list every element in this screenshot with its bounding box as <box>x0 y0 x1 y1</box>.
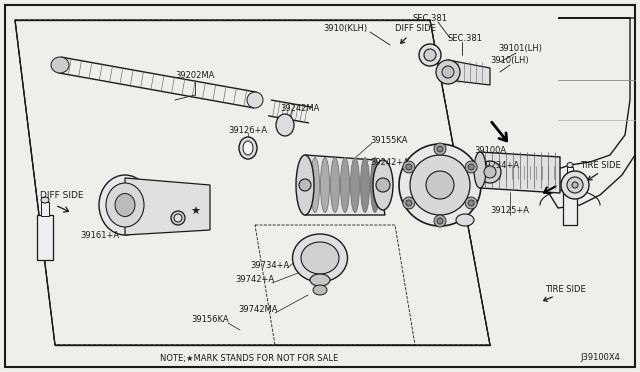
Text: 39242MA: 39242MA <box>280 103 320 112</box>
Polygon shape <box>490 165 558 180</box>
Text: 39156KA: 39156KA <box>191 315 229 324</box>
Ellipse shape <box>465 197 477 209</box>
Ellipse shape <box>310 157 319 212</box>
Ellipse shape <box>437 218 443 224</box>
Ellipse shape <box>424 49 436 61</box>
Text: 39242+A: 39242+A <box>370 157 409 167</box>
Text: 3910(KLH): 3910(KLH) <box>323 23 367 32</box>
Ellipse shape <box>174 214 182 222</box>
Text: 39126+A: 39126+A <box>228 125 268 135</box>
Ellipse shape <box>371 157 380 212</box>
Bar <box>41 202 49 216</box>
Ellipse shape <box>115 193 135 217</box>
Text: 39234+A: 39234+A <box>480 160 519 170</box>
Text: ★: ★ <box>190 207 200 217</box>
Ellipse shape <box>399 144 481 226</box>
Text: SEC.381: SEC.381 <box>413 13 447 22</box>
Text: 39202MA: 39202MA <box>175 71 214 80</box>
Ellipse shape <box>373 160 393 210</box>
Ellipse shape <box>406 200 412 206</box>
Bar <box>563 180 577 225</box>
Ellipse shape <box>426 171 454 199</box>
Text: DIFF SIDE: DIFF SIDE <box>395 23 435 32</box>
Ellipse shape <box>247 92 263 108</box>
Bar <box>37 215 53 260</box>
Ellipse shape <box>292 234 348 282</box>
Ellipse shape <box>567 177 583 193</box>
Ellipse shape <box>468 164 474 170</box>
Ellipse shape <box>276 114 294 136</box>
Polygon shape <box>480 152 560 193</box>
Ellipse shape <box>572 182 578 188</box>
Text: TIRE SIDE: TIRE SIDE <box>580 160 620 170</box>
Ellipse shape <box>51 57 69 73</box>
Text: NOTE;★MARK STANDS FOR NOT FOR SALE: NOTE;★MARK STANDS FOR NOT FOR SALE <box>160 353 339 362</box>
Ellipse shape <box>465 161 477 173</box>
Text: TIRE SIDE: TIRE SIDE <box>545 285 586 295</box>
Ellipse shape <box>330 157 339 212</box>
Text: 39742+A: 39742+A <box>236 276 275 285</box>
Text: DIFF SIDE: DIFF SIDE <box>40 190 84 199</box>
Ellipse shape <box>406 164 412 170</box>
Ellipse shape <box>474 152 486 188</box>
Ellipse shape <box>310 274 330 286</box>
Polygon shape <box>125 178 210 235</box>
Ellipse shape <box>479 161 501 183</box>
Ellipse shape <box>106 183 144 227</box>
Ellipse shape <box>434 143 446 155</box>
Ellipse shape <box>321 157 330 212</box>
Ellipse shape <box>376 178 390 192</box>
Ellipse shape <box>434 215 446 227</box>
Ellipse shape <box>351 157 360 212</box>
Ellipse shape <box>171 211 185 225</box>
Text: J39100X4: J39100X4 <box>580 353 620 362</box>
Ellipse shape <box>239 137 257 159</box>
Ellipse shape <box>296 155 314 215</box>
Text: 39125+A: 39125+A <box>490 205 529 215</box>
Bar <box>567 167 573 181</box>
Text: SEC.381: SEC.381 <box>447 33 483 42</box>
Ellipse shape <box>301 242 339 274</box>
Text: 39101(LH): 39101(LH) <box>498 44 542 52</box>
Ellipse shape <box>41 197 49 203</box>
Ellipse shape <box>436 60 460 84</box>
Text: 39161+A: 39161+A <box>81 231 120 240</box>
Text: 3910(LH): 3910(LH) <box>491 55 529 64</box>
Ellipse shape <box>360 157 369 212</box>
Ellipse shape <box>468 200 474 206</box>
Ellipse shape <box>484 166 496 178</box>
Ellipse shape <box>561 171 589 199</box>
Polygon shape <box>305 155 385 215</box>
Ellipse shape <box>437 146 443 152</box>
Ellipse shape <box>403 197 415 209</box>
Ellipse shape <box>340 157 349 212</box>
Ellipse shape <box>567 163 573 167</box>
Ellipse shape <box>419 44 441 66</box>
Text: 39100A: 39100A <box>474 145 506 154</box>
Polygon shape <box>448 60 490 85</box>
Ellipse shape <box>243 141 253 155</box>
Ellipse shape <box>299 179 311 191</box>
Ellipse shape <box>313 285 327 295</box>
Text: 39742MA: 39742MA <box>238 305 278 314</box>
Text: 39734+A: 39734+A <box>250 260 290 269</box>
Ellipse shape <box>403 161 415 173</box>
Ellipse shape <box>99 175 151 235</box>
Polygon shape <box>548 18 635 208</box>
Ellipse shape <box>456 214 474 226</box>
Ellipse shape <box>410 155 470 215</box>
Text: 39155KA: 39155KA <box>370 135 408 144</box>
Ellipse shape <box>442 66 454 78</box>
